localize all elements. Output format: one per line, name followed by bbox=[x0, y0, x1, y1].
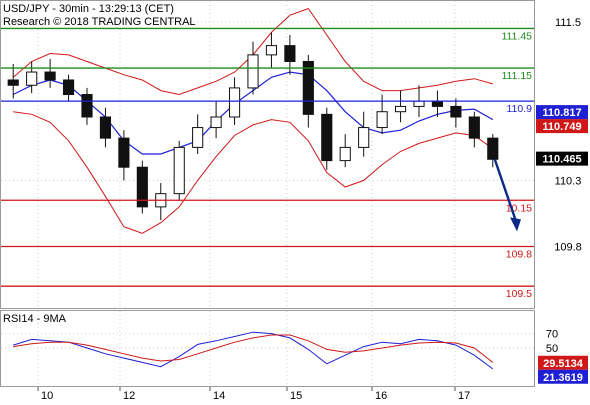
price-tag bbox=[536, 151, 588, 166]
rsi-grid bbox=[1, 311, 534, 386]
candle-body bbox=[99, 116, 112, 139]
candle-body bbox=[284, 45, 296, 62]
candle-body bbox=[26, 71, 38, 86]
candle-body bbox=[321, 113, 333, 162]
price-tag-label: 110.749 bbox=[542, 121, 581, 133]
chart-header-instrument: USD/JPY - 30min - 13:29:13 (CET) bbox=[3, 3, 174, 15]
candle-body bbox=[81, 94, 93, 118]
rsi-tag bbox=[538, 369, 588, 384]
level-label: 111.45 bbox=[501, 30, 532, 42]
price-panel bbox=[0, 0, 535, 309]
candle-body bbox=[118, 137, 130, 168]
rsi-tag-label: 29.5134 bbox=[543, 358, 584, 370]
candle-body bbox=[228, 87, 241, 118]
x-tick-label: 12 bbox=[123, 390, 135, 400]
rsi-panel bbox=[0, 310, 535, 387]
x-tick-label: 15 bbox=[290, 390, 302, 400]
rsi-title: RSI14 - 9MA bbox=[3, 313, 67, 325]
y-tick-label: 109.8 bbox=[554, 242, 582, 254]
price-tag bbox=[536, 119, 588, 134]
y-tick-label: 111.5 bbox=[555, 17, 581, 29]
price-tag-label: 110.465 bbox=[542, 154, 581, 166]
candle-body bbox=[210, 116, 222, 129]
rsi-tag-label: 21.3619 bbox=[543, 372, 583, 384]
level-label: 109.5 bbox=[506, 288, 532, 300]
candle-body bbox=[413, 100, 425, 107]
candle-body bbox=[173, 146, 185, 195]
projection-arrow-shaft bbox=[493, 158, 518, 222]
time-axis: 10 12 14 15 16 17 bbox=[37, 387, 470, 402]
candle-body bbox=[136, 166, 148, 208]
price-axis: 111.5 110.3 109.8 110.817 110.749 110.465 bbox=[536, 17, 588, 254]
rsi-tick-label: 50 bbox=[546, 343, 558, 355]
candle-body bbox=[450, 105, 462, 118]
level-label: 109.8 bbox=[506, 249, 532, 261]
candle-body bbox=[376, 111, 388, 129]
candle-body bbox=[247, 54, 259, 89]
candle-body bbox=[339, 146, 351, 162]
candle-body bbox=[44, 71, 56, 81]
candle-body bbox=[302, 60, 314, 115]
x-tick-label: 14 bbox=[213, 390, 225, 400]
candle-body bbox=[487, 137, 499, 160]
candle-body bbox=[62, 79, 75, 96]
rsi-lines bbox=[13, 331, 494, 370]
candle-body bbox=[7, 79, 19, 86]
price-tag-label: 110.817 bbox=[542, 107, 581, 119]
projection-arrowhead bbox=[510, 217, 521, 232]
candle-body bbox=[265, 45, 278, 56]
level-label: 110.9 bbox=[507, 103, 533, 115]
x-tick-label: 17 bbox=[458, 390, 470, 400]
level-label: 111.15 bbox=[501, 70, 532, 82]
candle-body bbox=[468, 116, 480, 139]
x-tick-label: 16 bbox=[375, 390, 387, 400]
candle-body bbox=[394, 105, 407, 113]
candles bbox=[7, 32, 499, 221]
chart-header-copyright: Research © 2018 TRADING CENTRAL bbox=[3, 16, 196, 28]
candle-body bbox=[192, 127, 204, 148]
rsi-tag bbox=[538, 355, 588, 370]
candle-body bbox=[431, 100, 444, 107]
rsi-axis: 70 50 29.5134 21.3619 bbox=[538, 329, 588, 384]
series-line-2 bbox=[13, 111, 494, 234]
x-tick-label: 10 bbox=[41, 390, 53, 400]
rsi-line-1 bbox=[13, 334, 494, 363]
y-tick-label: 110.3 bbox=[555, 175, 582, 187]
price-tag bbox=[536, 105, 588, 120]
candle-body bbox=[358, 127, 370, 148]
rsi-tick-label: 70 bbox=[546, 329, 558, 341]
rsi-line-0 bbox=[13, 331, 494, 370]
